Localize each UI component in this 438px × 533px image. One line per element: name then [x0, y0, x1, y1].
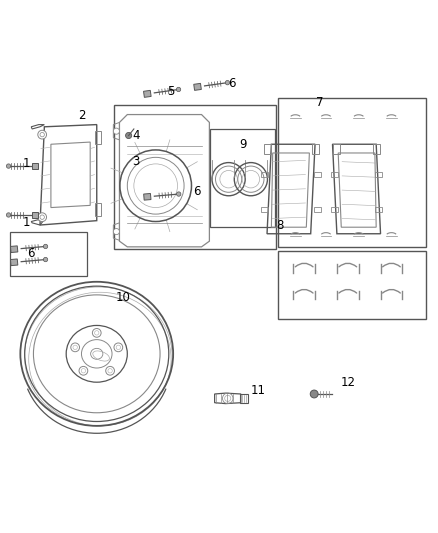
Text: 2: 2	[78, 109, 85, 123]
Circle shape	[79, 366, 88, 375]
Bar	[95, 131, 101, 144]
Bar	[240, 394, 248, 403]
Circle shape	[7, 213, 11, 217]
Circle shape	[177, 87, 181, 92]
Circle shape	[310, 390, 318, 398]
Bar	[210, 129, 275, 227]
Polygon shape	[11, 246, 18, 253]
Circle shape	[113, 229, 120, 235]
Text: 1: 1	[23, 216, 31, 229]
Bar	[278, 99, 426, 247]
Text: 6: 6	[228, 77, 236, 91]
Text: 6: 6	[27, 247, 34, 260]
Circle shape	[177, 192, 181, 196]
Bar	[311, 144, 318, 154]
Circle shape	[38, 130, 46, 139]
Circle shape	[7, 164, 11, 168]
Text: 1: 1	[23, 157, 31, 171]
Circle shape	[114, 343, 123, 352]
Text: 3: 3	[132, 155, 140, 168]
Text: 12: 12	[340, 376, 355, 389]
Polygon shape	[194, 83, 201, 91]
Circle shape	[113, 128, 120, 134]
Text: 4: 4	[132, 129, 140, 142]
Text: 11: 11	[251, 384, 266, 398]
Circle shape	[43, 244, 48, 248]
Circle shape	[43, 257, 48, 262]
Polygon shape	[51, 142, 90, 207]
Circle shape	[126, 133, 132, 139]
Polygon shape	[144, 91, 151, 98]
Bar	[11, 232, 87, 276]
Text: 10: 10	[116, 290, 131, 304]
Bar	[373, 144, 380, 154]
Text: 7: 7	[316, 96, 323, 109]
Bar	[264, 144, 271, 154]
Bar	[95, 203, 101, 216]
Text: 6: 6	[194, 185, 201, 198]
Polygon shape	[32, 212, 38, 218]
Bar	[278, 251, 426, 319]
Text: 8: 8	[276, 219, 284, 231]
Polygon shape	[11, 259, 18, 265]
Circle shape	[92, 328, 101, 337]
Polygon shape	[32, 163, 38, 169]
Text: 9: 9	[239, 138, 247, 151]
Bar	[333, 144, 340, 154]
Circle shape	[225, 80, 230, 85]
Circle shape	[38, 213, 46, 222]
Circle shape	[71, 343, 80, 352]
Bar	[114, 105, 276, 249]
Text: 5: 5	[167, 85, 175, 99]
Polygon shape	[144, 193, 151, 200]
Circle shape	[106, 366, 114, 375]
